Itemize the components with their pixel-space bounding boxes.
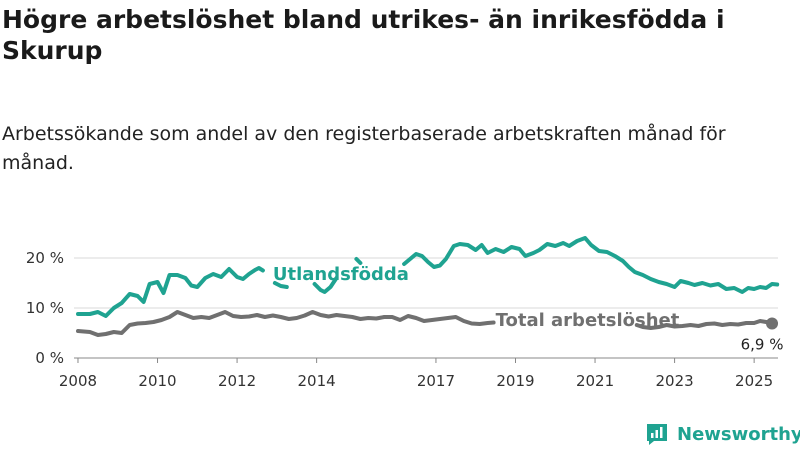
brand-name: Newsworthy: [677, 423, 800, 445]
x-tick-label: 2019: [496, 372, 534, 390]
end-value-label: 6,9 %: [741, 336, 784, 354]
x-tick-label: 2012: [218, 372, 256, 390]
x-tick-label: 2025: [735, 372, 773, 390]
y-tick-label: 20 %: [26, 249, 64, 267]
chart-subtitle: Arbetssökande som andel av den registerb…: [2, 123, 726, 174]
series-line-utlandsfodda: [402, 236, 780, 294]
series-line-total: [76, 310, 496, 337]
y-tick-label: 0 %: [35, 349, 64, 367]
series-line-utlandsfodda: [272, 281, 289, 289]
y-tick-label: 10 %: [26, 299, 64, 317]
brand-logo: Newsworthy: [645, 420, 800, 448]
series-line-utlandsfodda: [76, 266, 265, 318]
end-point-marker: [766, 317, 779, 330]
newsworthy-icon: [647, 424, 667, 445]
x-tick-label: 2008: [59, 372, 97, 390]
series-label-total: Total arbetslöshet: [496, 310, 680, 331]
x-tick-label: 2017: [417, 372, 455, 390]
x-tick-label: 2010: [138, 372, 176, 390]
series-label-utlandsfodda: Utlandsfödda: [273, 264, 409, 285]
x-tick-label: 2023: [655, 372, 693, 390]
series-line-utlandsfodda: [354, 257, 363, 265]
series-line-total: [634, 319, 774, 330]
x-tick-label: 2021: [576, 372, 614, 390]
x-tick-label: 2014: [298, 372, 336, 390]
chart-title: Högre arbetslöshet bland utrikes- än inr…: [2, 5, 725, 65]
series-line-utlandsfodda: [312, 276, 339, 294]
